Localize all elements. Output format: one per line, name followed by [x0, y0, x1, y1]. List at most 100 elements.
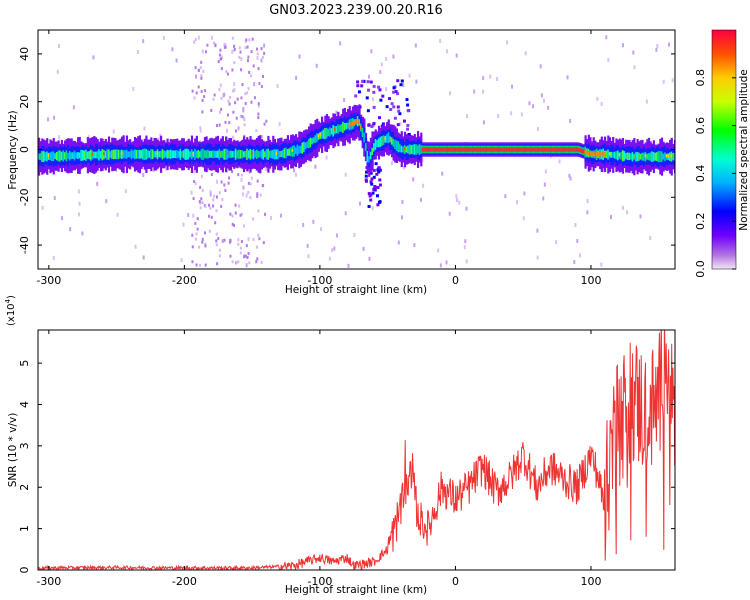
spectrogram-noise-cell — [252, 64, 255, 68]
spectrogram-noise-cell — [523, 191, 526, 196]
spectrogram-noise-cell — [201, 201, 204, 205]
colorbar-label: Normalized spectral amplitude — [738, 69, 750, 230]
spectrogram-noise-cell — [241, 115, 244, 119]
spectrogram-ridge-cell — [301, 142, 304, 154]
spectrogram-ridge-cell — [338, 125, 342, 132]
spectrogram-ridge-cell — [78, 152, 81, 159]
spectrogram-noise-cell — [378, 183, 382, 187]
spectrogram-ridge-cell — [574, 147, 577, 152]
spectrogram-ridge-cell — [127, 151, 130, 158]
spectrogram-ridge-cell — [340, 123, 343, 132]
spectrogram-noise-cell — [202, 69, 205, 73]
spectrogram-noise-cell — [609, 215, 612, 220]
spectrogram-noise-cell — [367, 88, 371, 92]
spectrogram-ridge-cell — [242, 151, 246, 158]
spectrogram-ridge-cell — [548, 147, 551, 152]
spectrogram-noise-cell — [439, 39, 442, 44]
spectrogram-ridge-cell — [631, 151, 634, 162]
spectrogram-ridge-cell — [664, 152, 667, 161]
spectrogram-noise-cell — [252, 237, 255, 241]
spectrogram-ridge-cell — [54, 153, 57, 160]
spectrogram-noise-cell — [370, 177, 374, 181]
spectrogram-ridge-cell — [223, 148, 226, 160]
spectrogram-noise-cell — [375, 172, 379, 176]
spectrogram-noise-cell — [240, 173, 243, 177]
y-tick-label: 0 — [18, 567, 31, 574]
spectrogram-noise-cell — [520, 112, 523, 117]
spectrogram-noise-cell — [379, 69, 382, 74]
spectrogram-ridge-cell — [55, 151, 59, 161]
spectrogram-noise-cell — [347, 263, 350, 268]
spectrogram-noise-cell — [377, 170, 381, 174]
spectrogram-ridge-cell — [603, 152, 607, 157]
spectrogram-noise-cell — [369, 171, 373, 175]
spectrogram-noise-cell — [193, 96, 196, 100]
spectrogram-ridge-cell — [174, 150, 177, 159]
x-tick-label: -100 — [307, 575, 332, 588]
spectrogram-noise-cell — [243, 134, 246, 138]
spectrogram-ridge-cell — [384, 136, 388, 140]
spectrogram-ridge-cell — [299, 145, 303, 153]
spectrogram-ridge-cell — [521, 147, 524, 152]
spectrogram-ridge-cell — [600, 152, 603, 157]
spectrogram-noise-cell — [285, 165, 288, 170]
x-tick-label: -200 — [172, 575, 197, 588]
spectrogram-ridge-cell — [212, 150, 215, 159]
spectrogram-noise-cell — [569, 176, 572, 181]
spectrogram-noise-cell — [233, 61, 236, 65]
spectrogram-noise-cell — [220, 67, 223, 71]
spectrogram-noise-cell — [524, 51, 527, 56]
spectrogram-noise-cell — [558, 159, 561, 164]
spectrogram-noise-cell — [522, 216, 525, 221]
spectrogram-ridge-cell — [498, 147, 501, 152]
spectrogram-noise-cell — [280, 213, 283, 218]
spectrogram-noise-cell — [205, 50, 208, 54]
spectrogram-noise-cell — [52, 255, 55, 260]
spectrogram-noise-cell — [385, 105, 389, 109]
spectrogram-noise-cell — [220, 96, 223, 100]
spectrogram-ridge-cell — [576, 147, 579, 152]
colorbar-ticks: 0.0 0.2 0.4 0.6 0.8 — [694, 69, 736, 278]
spectrogram-ridge-cell — [278, 151, 281, 158]
spectrogram-ridge-cell — [265, 149, 268, 160]
spectrogram-noise-cell — [237, 242, 240, 246]
spectrogram-noise-cell — [362, 246, 365, 251]
spectrogram-ridge-cell — [186, 148, 189, 160]
spectrogram-noise-cell — [335, 233, 338, 238]
spectrogram-noise-cell — [260, 47, 263, 51]
spectrogram-noise-cell — [372, 97, 375, 102]
spectrogram-noise-cell — [400, 215, 403, 220]
spectrogram-ridge-cell — [146, 150, 150, 159]
figure-title: GN03.2023.239.00.20.R16 — [269, 3, 443, 18]
spectrogram-noise-cell — [137, 49, 140, 54]
spectrogram-noise-cell — [112, 129, 115, 134]
spectrogram-noise-cell — [208, 214, 211, 218]
spectrogram-ridge-cell — [436, 147, 439, 152]
spectrogram-ridge-cell — [672, 152, 675, 161]
spectrogram-ridge-cell — [439, 147, 442, 152]
spectrogram-ridge-cell — [62, 150, 65, 162]
spectrogram-noise-cell — [231, 49, 234, 54]
spectrogram-noise-cell — [364, 179, 368, 183]
spectrogram-noise-cell — [542, 98, 545, 103]
spectrogram-ridge-cell — [314, 135, 317, 143]
spectrogram-noise-cell — [53, 195, 56, 200]
spectrogram-noise-cell — [360, 84, 364, 88]
snr-series-line — [38, 330, 675, 570]
spectrogram-ridge-cell — [426, 147, 429, 152]
spectrogram-noise-cell — [191, 233, 194, 237]
spectrogram-ridge-cell — [59, 150, 62, 162]
spectrogram-ridge-cell — [654, 152, 657, 161]
spectrogram-noise-cell — [396, 123, 400, 127]
spectrogram-noise-cell — [157, 137, 160, 142]
colorbar: 0.0 0.2 0.4 0.6 0.8 Normalized spectral ampl… — [694, 29, 750, 278]
spectrogram-ridge-cell — [307, 139, 311, 149]
spectrogram-ridge-cell — [529, 147, 532, 152]
spectrogram-ridge-cell — [286, 149, 290, 156]
spectrogram-noise-cell — [354, 94, 358, 98]
spectrogram-noise-cell — [256, 56, 259, 61]
spectrogram-ridge-cell — [577, 147, 581, 152]
spectrogram-ridge-cell — [525, 147, 529, 152]
spectrogram-noise-cell — [223, 45, 226, 49]
spectrogram-noise-cell — [228, 240, 231, 244]
